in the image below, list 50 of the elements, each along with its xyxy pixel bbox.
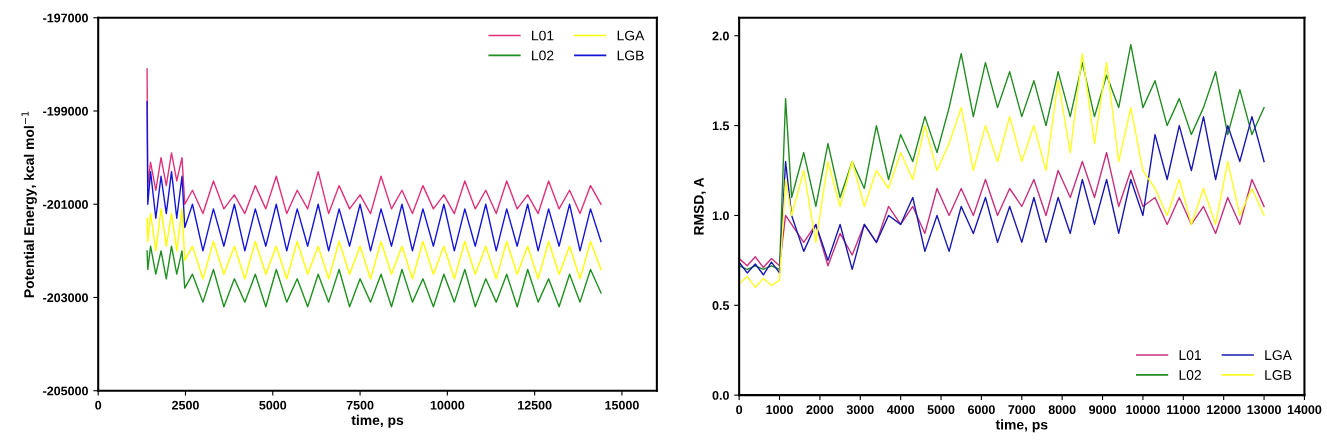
y-axis-title: RMSD, A — [693, 177, 706, 235]
y-tick-label: -205000 — [43, 386, 88, 396]
x-tick-label: 10000 — [430, 400, 465, 410]
x-tick-label: 8000 — [1048, 405, 1076, 415]
legend-label: LGB — [1265, 370, 1292, 380]
x-tick-label: 14000 — [1287, 405, 1322, 415]
y-tick-label: 2.0 — [712, 31, 729, 41]
legend-label: L01 — [532, 30, 554, 41]
line-series — [146, 208, 602, 280]
x-tick-label: 5000 — [259, 400, 287, 410]
y-tick-label: -199000 — [43, 106, 88, 116]
x-tick-label: 0 — [95, 400, 102, 410]
y-tick-label: 1.0 — [712, 211, 729, 221]
x-tick-label: 2000 — [806, 405, 834, 415]
legend-label: LGA — [1265, 350, 1292, 361]
y-tick-label: -203000 — [43, 293, 88, 303]
x-tick-label: 0 — [736, 405, 743, 415]
x-tick-label: 7500 — [346, 400, 374, 410]
x-tick-label: 4000 — [886, 405, 915, 415]
x-tick-label: 6000 — [967, 405, 995, 415]
x-tick-label: 11000 — [1167, 405, 1200, 415]
legend-label: LGB — [617, 50, 644, 61]
x-tick-label: 13000 — [1247, 405, 1281, 415]
line-series — [739, 115, 1265, 276]
y-axis-title: Potential Energy, kcal mol$^{−1}$ — [21, 111, 37, 298]
x-axis-title: time, ps — [351, 414, 404, 428]
x-tick-label: 12500 — [518, 400, 552, 410]
x-tick-label: 10000 — [1126, 405, 1160, 415]
line-series — [146, 245, 602, 308]
x-tick-label: 7000 — [1008, 405, 1036, 415]
line-series — [146, 68, 602, 215]
x-axis-title: time, ps — [995, 419, 1048, 433]
legend-label: L01 — [1179, 350, 1201, 361]
x-tick-label: 1000 — [766, 405, 793, 415]
y-tick-label: 0.0 — [712, 390, 729, 400]
x-tick-label: 2500 — [172, 400, 199, 410]
y-tick-label: 1.5 — [712, 121, 730, 131]
legend-label: L02 — [1179, 370, 1201, 380]
line-series — [146, 100, 602, 252]
legend-label: LGA — [617, 30, 645, 41]
x-tick-label: 5000 — [927, 405, 955, 415]
x-tick-label: 9000 — [1089, 405, 1116, 415]
x-tick-label: 3000 — [846, 405, 874, 415]
line-series — [739, 151, 1265, 269]
x-tick-label: 12000 — [1207, 405, 1241, 415]
x-tick-label: 15000 — [605, 400, 639, 410]
y-tick-label: 0.5 — [712, 301, 730, 310]
y-tick-label: -197000 — [43, 13, 88, 23]
y-tick-label: -201000 — [43, 200, 88, 209]
legend-label: L02 — [532, 50, 554, 61]
